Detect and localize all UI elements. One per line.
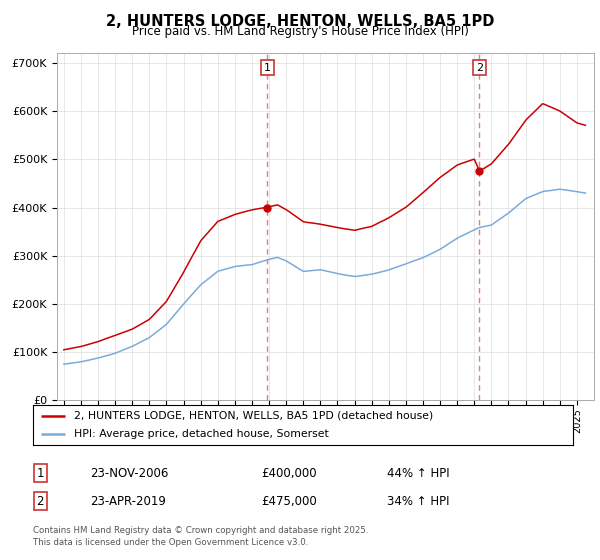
Text: HPI: Average price, detached house, Somerset: HPI: Average price, detached house, Some… <box>74 430 328 439</box>
Text: £475,000: £475,000 <box>261 494 317 508</box>
Text: 1: 1 <box>264 63 271 73</box>
Text: Price paid vs. HM Land Registry's House Price Index (HPI): Price paid vs. HM Land Registry's House … <box>131 25 469 38</box>
Text: 1: 1 <box>37 466 44 480</box>
Text: 2: 2 <box>476 63 483 73</box>
Text: £400,000: £400,000 <box>261 466 317 480</box>
Text: 34% ↑ HPI: 34% ↑ HPI <box>387 494 449 508</box>
Text: 2, HUNTERS LODGE, HENTON, WELLS, BA5 1PD (detached house): 2, HUNTERS LODGE, HENTON, WELLS, BA5 1PD… <box>74 411 433 421</box>
Text: 23-NOV-2006: 23-NOV-2006 <box>90 466 169 480</box>
Text: 2, HUNTERS LODGE, HENTON, WELLS, BA5 1PD: 2, HUNTERS LODGE, HENTON, WELLS, BA5 1PD <box>106 14 494 29</box>
Text: 44% ↑ HPI: 44% ↑ HPI <box>387 466 449 480</box>
Text: Contains HM Land Registry data © Crown copyright and database right 2025.
This d: Contains HM Land Registry data © Crown c… <box>33 526 368 547</box>
Text: 2: 2 <box>37 494 44 508</box>
Text: 23-APR-2019: 23-APR-2019 <box>90 494 166 508</box>
